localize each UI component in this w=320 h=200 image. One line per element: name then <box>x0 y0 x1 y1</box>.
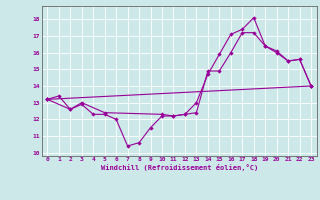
X-axis label: Windchill (Refroidissement éolien,°C): Windchill (Refroidissement éolien,°C) <box>100 164 258 171</box>
